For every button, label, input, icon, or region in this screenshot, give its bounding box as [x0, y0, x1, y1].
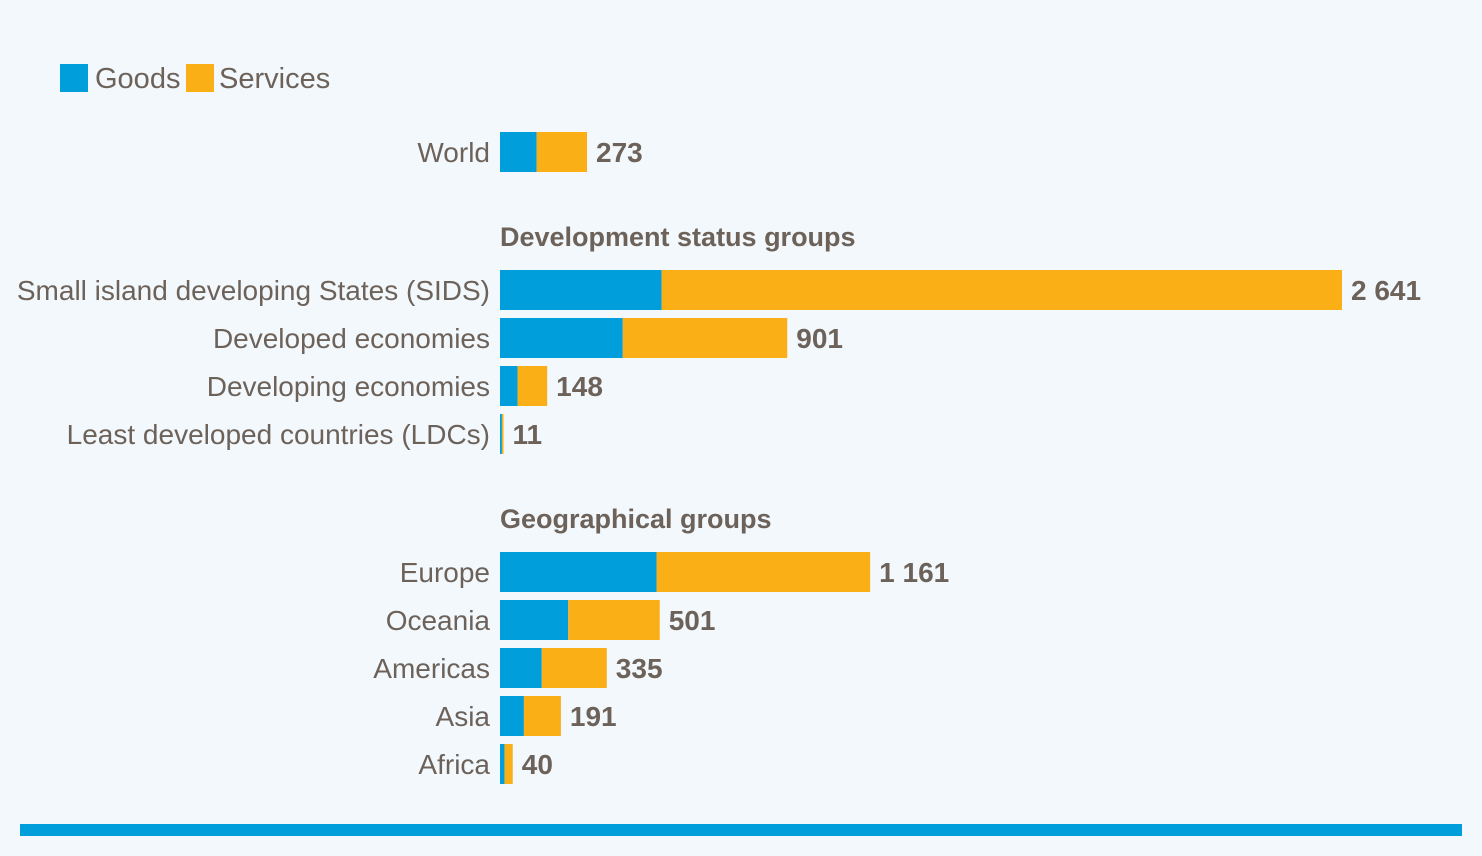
category-label-developing-economies: Developing economies — [207, 371, 490, 402]
group-heading-geographical-groups: Geographical groups — [500, 504, 772, 534]
bar-goods-europe — [500, 552, 657, 592]
value-label-americas: 335 — [616, 653, 663, 684]
category-label-asia: Asia — [436, 701, 491, 732]
value-label-africa: 40 — [522, 749, 553, 780]
bar-services-oceania — [568, 600, 660, 640]
bar-services-africa — [504, 744, 513, 784]
legend-swatch-services — [186, 64, 214, 92]
value-label-world: 273 — [596, 137, 643, 168]
bar-services-asia — [523, 696, 561, 736]
legend-label-services: Services — [219, 63, 330, 95]
bar-goods-oceania — [500, 600, 569, 640]
bar-services-world — [536, 132, 588, 172]
bar-services-europe — [656, 552, 871, 592]
bar-services-least-developed-countries-ldcs — [501, 414, 504, 454]
category-label-small-island-developing-states-sids: Small island developing States (SIDS) — [17, 275, 490, 306]
legend-swatch-goods — [60, 64, 88, 92]
category-label-oceania: Oceania — [386, 605, 491, 636]
category-label-developed-economies: Developed economies — [213, 323, 490, 354]
value-label-developing-economies: 148 — [556, 371, 603, 402]
legend-label-goods: Goods — [95, 63, 180, 95]
legend: Goods Services — [60, 63, 330, 95]
category-label-europe: Europe — [400, 557, 490, 588]
category-label-world: World — [417, 137, 490, 168]
bar-goods-africa — [500, 744, 505, 784]
bar-services-developing-economies — [517, 366, 548, 406]
bar-services-small-island-developing-states-sids — [661, 270, 1342, 310]
category-label-africa: Africa — [418, 749, 490, 780]
group-heading-development-status-groups: Development status groups — [500, 222, 856, 252]
value-label-least-developed-countries-ldcs: 11 — [513, 419, 543, 450]
category-label-least-developed-countries-ldcs: Least developed countries (LDCs) — [67, 419, 490, 450]
plot-area: World 273 Development status groups Small i… — [17, 132, 1421, 784]
bar-services-americas — [541, 648, 607, 688]
bar-goods-least-developed-countries-ldcs — [500, 414, 502, 454]
bar-goods-developed-economies — [500, 318, 623, 358]
bar-goods-small-island-developing-states-sids — [500, 270, 662, 310]
value-label-small-island-developing-states-sids: 2 641 — [1351, 275, 1421, 306]
bottom-rule — [20, 824, 1462, 836]
value-label-oceania: 501 — [669, 605, 716, 636]
value-label-developed-economies: 901 — [796, 323, 843, 354]
bar-goods-world — [500, 132, 537, 172]
value-label-europe: 1 161 — [879, 557, 949, 588]
bar-services-developed-economies — [622, 318, 788, 358]
bar-goods-americas — [500, 648, 542, 688]
bar-goods-asia — [500, 696, 524, 736]
category-label-americas: Americas — [373, 653, 490, 684]
bar-goods-developing-economies — [500, 366, 518, 406]
value-label-asia: 191 — [570, 701, 617, 732]
